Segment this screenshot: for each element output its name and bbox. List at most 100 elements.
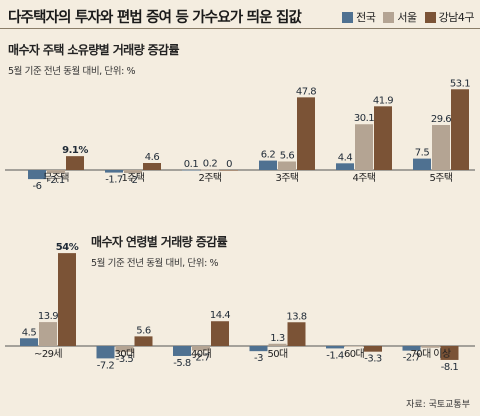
chart2-value-label: -3.3 xyxy=(364,354,382,365)
header-divider xyxy=(0,28,480,29)
chart2-value-label: 54% xyxy=(56,242,79,253)
chart1-bar-2-1 xyxy=(143,163,161,170)
chart1-bar-1-0 xyxy=(47,170,65,174)
chart1-bar-1-1 xyxy=(124,170,142,174)
chart2-value-label: -8.1 xyxy=(441,362,459,373)
chart2-bar-1-3 xyxy=(268,343,287,346)
chart1-bar-1-3 xyxy=(278,161,296,170)
chart1-category-label: 4주택 xyxy=(353,172,376,184)
chart1-value-label: 9.1% xyxy=(62,145,88,156)
legend-swatch-seoul xyxy=(383,11,395,23)
chart2-value-label: 14.4 xyxy=(210,310,230,321)
chart1-value-label: 53.1 xyxy=(450,78,470,89)
chart2-bar-0-0 xyxy=(20,338,38,346)
chart2-bar-2-0 xyxy=(58,253,76,346)
chart1-value-label: -6 xyxy=(33,181,42,192)
chart1-bar-0-0 xyxy=(28,170,46,180)
chart2-bar-2-2 xyxy=(211,321,229,346)
chart1-subtitle: 5월 기준 전년 동월 대비, 단위: % xyxy=(8,66,136,77)
chart2-bar-2-3 xyxy=(287,322,306,346)
source-note: 자료: 국토교통부 xyxy=(406,400,470,410)
chart1-value-label: -1.7 xyxy=(105,175,123,186)
legend-swatch-gangnam xyxy=(424,11,436,23)
chart1-bar-1-2 xyxy=(201,169,219,171)
chart1-value-label: 30.1 xyxy=(354,113,374,124)
chart2-category-label: 40대 xyxy=(191,348,212,360)
chart1-bar-1-4 xyxy=(355,124,373,170)
chart2-value-label: -3 xyxy=(254,353,263,364)
chart1-value-label: 5.6 xyxy=(280,150,295,161)
chart1-bar-0-2 xyxy=(182,169,200,171)
chart2-bar-1-5 xyxy=(421,346,440,348)
chart2-value-label: 13.8 xyxy=(286,311,306,322)
chart2-bar-0-2 xyxy=(173,346,191,356)
chart2-category-label: 30대 xyxy=(114,348,135,360)
legend-label-national: 전국 xyxy=(356,11,376,24)
chart1-value-label: 0.2 xyxy=(203,159,218,170)
chart1-value-label: 29.6 xyxy=(431,114,451,125)
chart2-bar-1-2 xyxy=(192,346,210,351)
chart2-value-label: -1.4 xyxy=(326,350,344,361)
chart2-bar-2-1 xyxy=(134,336,153,346)
legend-label-seoul: 서울 xyxy=(397,11,417,24)
chart2-value-label: 4.5 xyxy=(22,327,37,338)
chart2-bar-1-4 xyxy=(345,346,363,347)
chart1-value-label: 4.4 xyxy=(338,152,353,163)
chart1-bar-0-5 xyxy=(413,158,431,170)
chart2-category-label: 50대 xyxy=(267,348,288,360)
chart1-category-label: 무주택 xyxy=(43,172,69,184)
chart1-bar-0-3 xyxy=(259,160,277,170)
chart2-bar-1-0 xyxy=(39,322,57,346)
chart2-value-label: 1.3 xyxy=(270,333,285,344)
chart1-category-label: 3주택 xyxy=(276,172,299,184)
chart1-value-label: 41.9 xyxy=(373,95,393,106)
chart1-bar-0-1 xyxy=(105,170,123,173)
chart1-bar-2-5 xyxy=(451,89,469,170)
chart1-category-label: 5주택 xyxy=(430,172,453,184)
chart1-value-label: 4.6 xyxy=(145,152,160,163)
chart2-bar-1-1 xyxy=(115,346,134,353)
chart2-value-label: -3.5 xyxy=(116,354,134,365)
legend-item-gangnam: 강남4구 xyxy=(424,9,475,25)
chart2-title: 매수자 연령별 거래량 증감률 xyxy=(91,235,228,249)
legend: 전국 서울 강남4구 xyxy=(342,9,475,25)
chart2-value-label: -2.7 xyxy=(192,353,210,364)
chart2-bar-0-4 xyxy=(326,346,344,349)
chart1-value-label: -2 xyxy=(129,175,138,186)
chart1-bar-0-4 xyxy=(336,163,354,170)
legend-swatch-national xyxy=(342,11,354,23)
chart2-value-label: 5.6 xyxy=(136,325,151,336)
chart2-value-label: -2.7 xyxy=(403,353,421,364)
chart1-bar-2-0 xyxy=(66,156,84,170)
chart2-value-label: -5.8 xyxy=(173,358,191,369)
chart1-value-label: 0.1 xyxy=(184,159,199,170)
chart2-category-label: ~29세 xyxy=(34,348,62,360)
chart1-bar-2-2 xyxy=(220,170,238,171)
chart2-subtitle: 5월 기준 전년 동월 대비, 단위: % xyxy=(91,258,219,269)
chart2-bar-0-1 xyxy=(96,346,115,359)
legend-item-national: 전국 xyxy=(342,9,376,25)
chart2-category-label: 60대 xyxy=(344,348,365,360)
chart1-bar-2-3 xyxy=(297,97,315,170)
chart2-category-label: 70대 이상 xyxy=(411,348,451,360)
legend-item-seoul: 서울 xyxy=(383,9,417,25)
chart1-bar-1-5 xyxy=(432,125,450,170)
chart2-value-label: 13.9 xyxy=(38,311,58,322)
chart2-bar-0-3 xyxy=(249,346,268,352)
chart1-bar-2-4 xyxy=(374,106,392,170)
chart1-value-label: -2.1 xyxy=(47,175,65,186)
chart2-bar-0-5 xyxy=(402,346,421,351)
chart1-value-label: 0 xyxy=(226,159,232,170)
chart1-value-label: 7.5 xyxy=(415,148,430,159)
chart2-bar-2-4 xyxy=(364,346,382,352)
page-title: 다주택자의 투자와 편법 증여 등 가수요가 띄운 집값 xyxy=(8,10,302,26)
chart1-value-label: 6.2 xyxy=(261,150,276,161)
chart1-title: 매수자 주택 소유량별 거래량 증감률 xyxy=(8,43,180,57)
legend-label-gangnam: 강남4구 xyxy=(438,11,475,24)
chart1-category-label: 1주택 xyxy=(122,172,145,184)
chart2-bar-2-5 xyxy=(440,346,459,360)
chart1-value-label: 47.8 xyxy=(296,86,316,97)
chart1-category-label: 2주택 xyxy=(199,172,222,184)
chart2-value-label: -7.2 xyxy=(97,360,115,371)
